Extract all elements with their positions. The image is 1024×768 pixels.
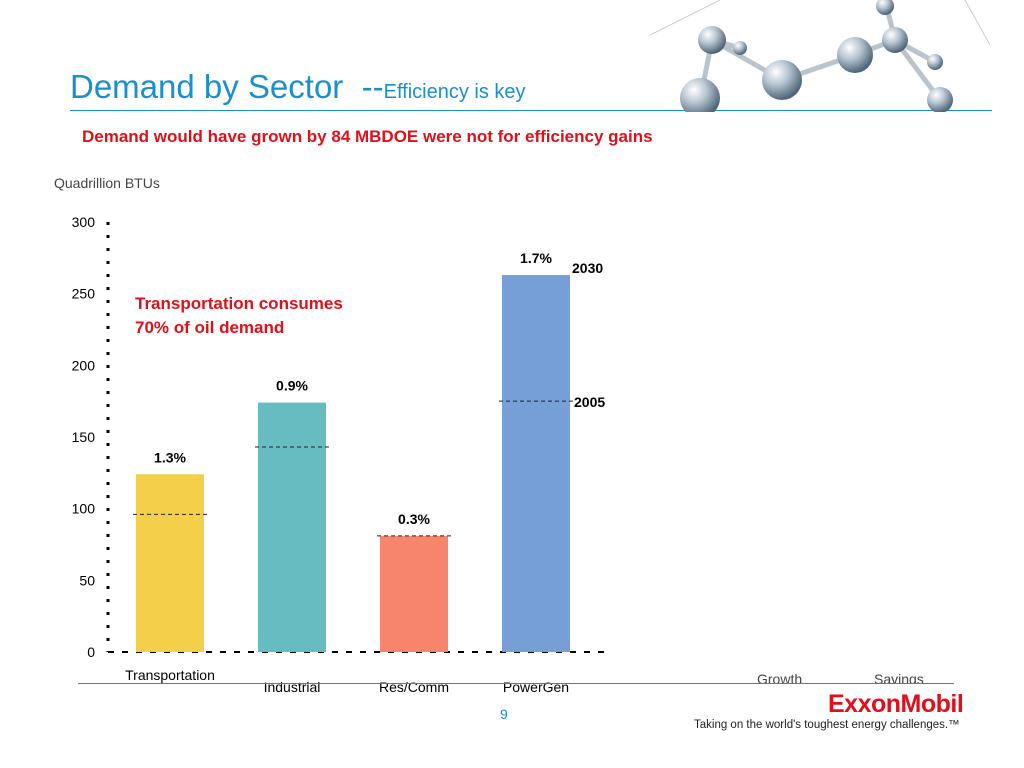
slide-title: Demand by Sector --Efficiency is key — [70, 68, 526, 106]
y-axis-unit-label: Quadrillion BTUs — [54, 175, 160, 191]
bar-2030-1 — [258, 402, 326, 652]
exxonmobil-logo: ExxonMobil — [828, 690, 964, 718]
sector-demand-chart: 0 50 100 150 200 250 300 1.3% Transportation 0.9%… — [72, 214, 606, 695]
series-label-2005: 2005 — [574, 394, 605, 410]
annotation-line-1: Transportation consumes — [135, 294, 343, 313]
annotation-line-2: 70% of oil demand — [135, 318, 284, 337]
y-tick-label: 300 — [72, 214, 96, 230]
category-label: Transportation — [125, 667, 215, 683]
slide-subtitle: Efficiency is key — [383, 81, 526, 103]
molecule-graphic — [650, 0, 990, 112]
cut-off-growth-label: Growth — [757, 671, 803, 684]
series-label-2030: 2030 — [572, 260, 603, 276]
growth-rate-label: 0.3% — [398, 511, 430, 527]
title-divider — [70, 110, 992, 111]
y-tick-label: 150 — [72, 429, 96, 445]
bar-2030-3 — [502, 275, 570, 652]
brand-tagline: Taking on the world's toughest energy ch… — [694, 719, 960, 731]
y-tick-label: 100 — [72, 501, 96, 517]
category-label: Industrial — [264, 679, 321, 695]
cut-off-savings-label: Savings — [874, 671, 924, 684]
growth-rate-label: 1.3% — [154, 449, 186, 465]
y-tick-label: 50 — [79, 572, 95, 588]
bar-2030-0 — [136, 474, 204, 652]
title-dash: -- — [361, 68, 384, 105]
growth-rate-label: 1.7% — [520, 250, 552, 266]
y-tick-label: 250 — [72, 286, 96, 302]
category-label: PowerGen — [503, 679, 569, 695]
page-number: 9 — [500, 706, 508, 722]
title-main: Demand by Sector — [70, 68, 344, 105]
y-tick-label: 0 — [87, 644, 95, 660]
y-tick-label: 200 — [72, 357, 96, 373]
headline: Demand would have grown by 84 MBDOE were… — [82, 127, 653, 146]
category-label: Res/Comm — [379, 679, 449, 695]
growth-rate-label: 0.9% — [276, 378, 308, 394]
footer-divider — [78, 683, 954, 684]
bar-2030-2 — [380, 535, 448, 652]
